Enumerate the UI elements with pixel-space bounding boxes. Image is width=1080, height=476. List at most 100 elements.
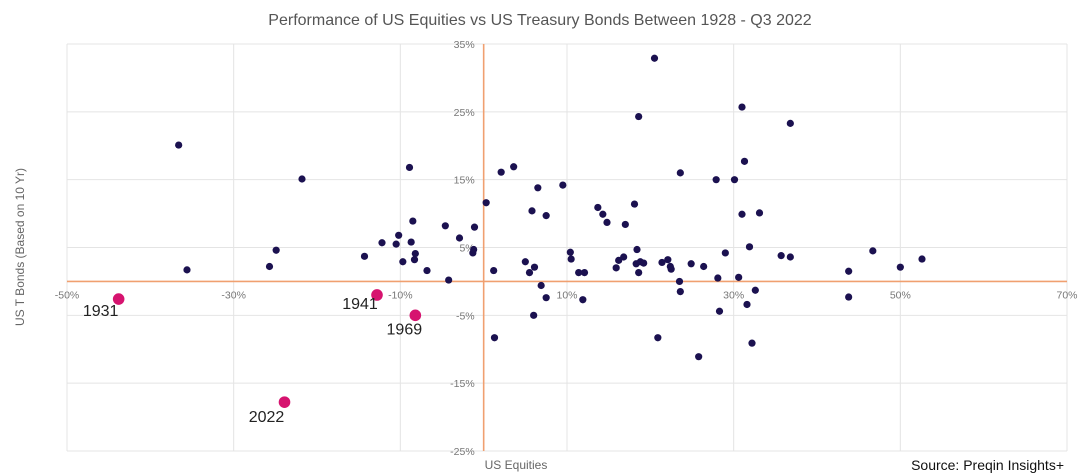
data-point	[441, 222, 449, 230]
data-point	[635, 268, 643, 277]
data-point	[528, 207, 536, 215]
data-point	[470, 245, 478, 254]
data-point	[687, 260, 695, 268]
data-point	[676, 287, 684, 296]
data-point	[298, 175, 306, 183]
data-point	[566, 248, 574, 256]
data-point	[700, 262, 708, 271]
x-tick-label: -50%	[55, 289, 80, 301]
data-point	[666, 262, 674, 271]
data-point	[423, 266, 431, 275]
data-point	[621, 220, 629, 229]
data-point	[183, 266, 191, 274]
data-point	[470, 223, 479, 231]
data-point	[410, 256, 419, 264]
data-point	[845, 293, 853, 301]
data-point	[603, 218, 611, 227]
data-point	[542, 212, 550, 220]
data-point	[399, 258, 407, 266]
data-point	[630, 200, 639, 208]
data-point	[378, 239, 386, 247]
data-point	[411, 250, 419, 258]
data-point	[272, 246, 280, 254]
data-point	[559, 181, 567, 189]
data-point	[405, 163, 414, 172]
data-point	[579, 296, 587, 304]
data-point	[455, 234, 464, 242]
data-point	[620, 253, 628, 261]
y-tick-label: -5%	[456, 310, 475, 322]
data-point	[525, 268, 534, 277]
x-axis-title: US Equities	[485, 458, 548, 472]
data-point	[265, 262, 274, 271]
data-point	[745, 243, 754, 251]
data-point	[714, 274, 722, 282]
data-point	[534, 184, 542, 192]
highlight-label: 2022	[249, 409, 285, 426]
highlighted-point	[112, 293, 125, 305]
chart-title: Performance of US Equities vs US Treasur…	[268, 12, 811, 29]
data-point	[407, 238, 415, 246]
data-point	[640, 259, 648, 267]
data-point	[786, 119, 794, 127]
data-point	[633, 245, 641, 254]
data-point	[530, 311, 538, 319]
x-tick-label: 10%	[556, 289, 577, 301]
data-point	[676, 169, 684, 177]
data-point	[395, 231, 403, 239]
data-point	[175, 141, 183, 149]
highlighted-point	[278, 396, 291, 408]
highlighted-point	[371, 289, 383, 301]
data-point	[738, 210, 746, 218]
data-point	[392, 240, 400, 248]
data-point	[721, 249, 729, 257]
data-point	[612, 264, 620, 272]
data-point	[740, 157, 749, 165]
data-point	[575, 268, 583, 277]
highlighted-point	[409, 309, 422, 322]
y-tick-label: -15%	[450, 378, 475, 390]
data-point	[521, 258, 529, 266]
data-point	[594, 203, 602, 212]
zero-axis-lines	[67, 44, 1067, 451]
data-point	[537, 281, 545, 290]
data-point	[542, 294, 550, 302]
data-point	[786, 253, 794, 261]
data-point	[918, 255, 926, 263]
highlighted-points: 1931 1941 1969 2022	[83, 289, 422, 426]
x-tick-label: -10%	[388, 289, 413, 301]
y-axis-title: US T Bonds (Based on 10 Yr)	[13, 168, 27, 326]
data-point	[490, 334, 499, 342]
data-point	[845, 267, 853, 275]
x-tick-label: 50%	[890, 289, 911, 301]
x-tick-label: 30%	[723, 289, 744, 301]
y-tick-label: 35%	[454, 39, 475, 51]
x-tick-label: -30%	[221, 289, 246, 301]
highlight-label: 1969	[387, 321, 423, 338]
data-point	[445, 276, 453, 284]
data-point	[777, 252, 785, 260]
tick-labels: -50% -30% -10% 10% 30% 50% 70%-25%-15%-5%5%15%…	[55, 39, 1078, 458]
data-point	[409, 217, 417, 225]
grid-lines	[66, 43, 1068, 452]
data-point	[482, 199, 490, 207]
data-point	[658, 258, 666, 267]
data-point	[715, 307, 724, 315]
data-point	[735, 273, 743, 281]
data-point	[896, 263, 904, 271]
highlight-label: 1941	[342, 296, 378, 313]
data-point	[360, 252, 369, 260]
data-point	[490, 266, 498, 275]
data-point	[497, 168, 505, 176]
data-point	[675, 277, 684, 286]
data-point	[755, 209, 764, 217]
y-tick-label: 15%	[454, 175, 475, 187]
data-point	[695, 353, 703, 361]
x-tick-label: 70%	[1056, 289, 1077, 301]
data-point	[748, 339, 756, 347]
highlight-label: 1931	[83, 303, 119, 320]
data-point	[712, 176, 720, 184]
data-point	[650, 54, 659, 62]
data-point	[730, 176, 739, 184]
